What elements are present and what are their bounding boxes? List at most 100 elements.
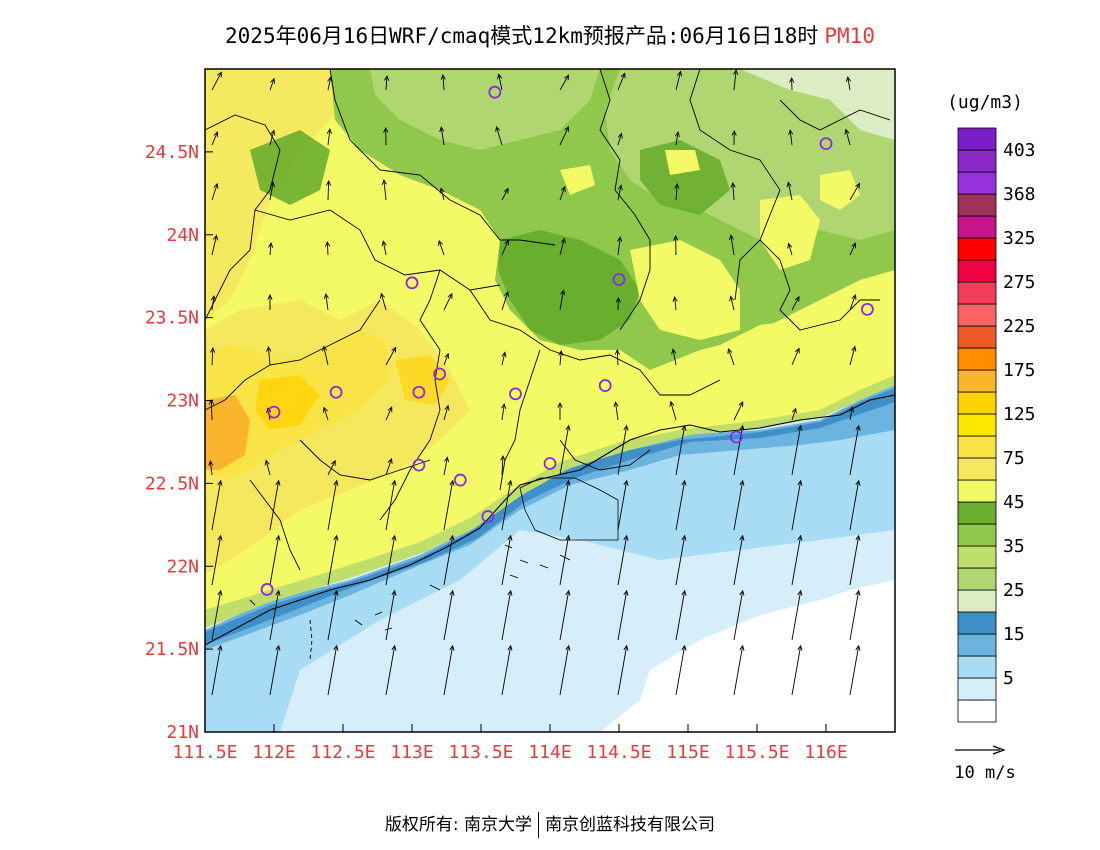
wind-arrowhead: [674, 131, 680, 138]
wind-arrow: [791, 296, 800, 311]
wind-arrowhead: [797, 534, 803, 541]
wind-arrow: [849, 183, 860, 201]
wind-arrowhead: [615, 296, 621, 303]
wind-arrowhead: [739, 534, 745, 541]
wind-arrow: [849, 590, 860, 641]
x-axis: 111.5E 112E 112.5E 113E 113.5E 114E 114.5E 115E…: [172, 724, 848, 763]
copyright-separator: [538, 812, 540, 838]
pm10-field: [205, 69, 895, 732]
wind-arrow: [849, 243, 856, 256]
wind-arrowhead: [845, 76, 852, 83]
wind-arrowhead: [681, 589, 687, 596]
wind-arrow: [443, 353, 449, 366]
wind-arrow: [733, 590, 744, 641]
wind-arrowhead: [381, 179, 387, 185]
colorbar-cell: [957, 567, 997, 591]
wind-arrowhead: [558, 350, 564, 356]
wind-arrowhead: [733, 69, 739, 75]
wind-arrow: [323, 346, 329, 366]
wind-arrow: [849, 480, 860, 531]
colorbar-cell: [957, 281, 997, 305]
wind-arrow: [617, 185, 622, 201]
colorbar-cell: [957, 589, 997, 613]
wind-arrow: [559, 645, 570, 696]
colorbar: 5 15 25 35 45 75 125 175 225 275 325 368 403: [957, 127, 1036, 723]
wind-arrowhead: [217, 534, 223, 541]
wind-arrow: [559, 480, 570, 531]
wind-arrowhead: [614, 348, 621, 355]
wind-arrow: [385, 458, 392, 476]
wind-arrowhead: [213, 234, 219, 241]
wind-arrow: [675, 132, 679, 146]
colorbar-label: 25: [1003, 580, 1025, 601]
wind-arrow: [733, 535, 744, 586]
wind-arrow: [501, 352, 506, 366]
wind-arrow: [211, 131, 218, 146]
wind-arrow: [327, 129, 331, 146]
y-tick-label: 21.5N: [145, 639, 199, 660]
wind-arrowhead: [275, 534, 281, 541]
wind-arrowhead: [217, 479, 223, 486]
wind-arrow: [559, 238, 565, 256]
wind-arrowhead: [449, 534, 455, 541]
wind-arrowhead: [439, 187, 445, 194]
wind-arrow: [211, 480, 222, 531]
wind-arrowhead: [264, 459, 270, 466]
wind-arrow: [728, 348, 735, 366]
copyright-company: 南京创蓝科技有限公司: [545, 815, 716, 835]
wind-arrowhead: [497, 73, 503, 80]
wind-arrow: [672, 349, 677, 366]
wind-arrow: [498, 74, 503, 91]
wind-arrow: [617, 645, 628, 696]
title-main: 2025年06月16日WRF/cmaq模式12km预报产品:06月16日18时: [225, 24, 819, 48]
wind-arrowhead: [623, 644, 629, 651]
wind-arrowhead: [794, 347, 800, 354]
x-tick-label: 113.5E: [448, 742, 513, 763]
wind-arrow: [380, 293, 387, 311]
wind-arrow: [443, 480, 454, 531]
colorbar-cell: [957, 523, 997, 547]
wind-arrow: [730, 235, 735, 256]
wind-arrowhead: [444, 352, 450, 359]
wind-arrow: [847, 77, 851, 91]
station-marker: [260, 583, 274, 596]
wind-arrowhead: [797, 479, 803, 486]
wind-arrow: [383, 180, 387, 201]
wind-arrowhead: [507, 589, 513, 596]
wind-arrowhead: [731, 129, 737, 136]
wind-arrow: [617, 480, 628, 531]
wind-arrowhead: [565, 479, 571, 486]
wind-arrow: [323, 407, 329, 421]
wind-arrow: [385, 76, 388, 91]
wind-arrow: [210, 399, 213, 421]
station-marker: [267, 405, 281, 419]
wind-arrow: [501, 590, 512, 641]
x-tick-label: 112.5E: [310, 742, 375, 763]
wind-arrow: [617, 133, 622, 146]
wind-ref-label: 10 m/s: [954, 763, 1015, 783]
colorbar-cell: [957, 457, 997, 481]
wind-arrow: [269, 590, 280, 641]
wind-arrowhead: [504, 239, 509, 246]
y-tick-label: 22N: [166, 556, 199, 577]
wind-arrow: [732, 183, 735, 201]
wind-arrowhead: [270, 77, 276, 84]
wind-arrow: [211, 590, 222, 641]
colorbar-label: 225: [1003, 316, 1036, 337]
wind-arrowhead: [855, 589, 861, 596]
wind-arrow: [674, 297, 677, 311]
wind-arrowhead: [507, 479, 513, 486]
wind-arrowhead: [333, 589, 339, 596]
y-tick-label: 23.5N: [145, 308, 199, 329]
wind-arrow: [440, 188, 445, 201]
wind-arrowhead: [560, 185, 566, 192]
wind-arrowhead: [267, 293, 273, 300]
wind-arrowhead: [391, 346, 397, 353]
colorbar-cell: [957, 479, 997, 503]
wind-arrow: [269, 243, 272, 256]
y-axis: 21N 21.5N 22N 22.5N 23N 23.5N 24N 24.5N: [145, 142, 213, 743]
wind-arrow: [382, 241, 387, 256]
colorbar-cell: [957, 413, 997, 437]
wind-arrow: [211, 645, 222, 696]
